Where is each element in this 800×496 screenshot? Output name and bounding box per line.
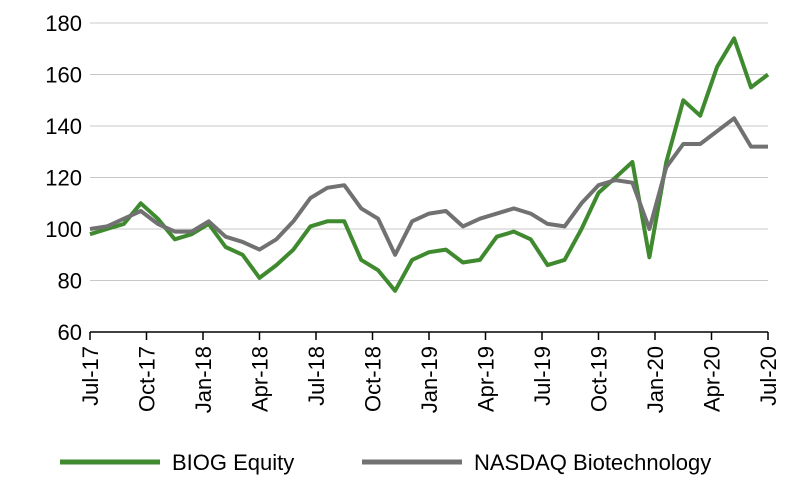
y-tick-label: 180 [45, 11, 82, 36]
series-line-nasdaq-biotechnology [89, 116, 768, 257]
x-tick-label: Oct-19 [587, 346, 612, 412]
y-tick-label: 160 [45, 63, 82, 88]
x-tick-label: Apr-18 [248, 346, 273, 412]
y-tick-label: 100 [45, 217, 82, 242]
x-tick-label: Jan-19 [417, 346, 442, 413]
y-tick-label: 120 [45, 166, 82, 191]
x-tick-label: Jan-20 [643, 346, 668, 413]
y-tick-label: 80 [58, 269, 82, 294]
x-tick-label: Jan-18 [191, 346, 216, 413]
gridlines [90, 22, 768, 281]
x-tick-label: Jul-19 [530, 346, 555, 406]
x-tick-label: Jul-20 [756, 346, 781, 406]
axes: 60 80 100 120 140 160 180 Jul-17 Oct-17 Jan-18 Apr… [45, 11, 781, 413]
x-tick-label: Jul-17 [78, 346, 103, 406]
x-tick-label: Apr-20 [700, 346, 725, 412]
y-tick-label: 60 [58, 320, 82, 345]
legend-label: NASDAQ Biotechnology [474, 450, 711, 475]
legend-label: BIOG Equity [172, 450, 294, 475]
y-tick-label: 140 [45, 114, 82, 139]
series-lines [89, 36, 770, 293]
x-tick-label: Apr-19 [474, 346, 499, 412]
legend: BIOG Equity NASDAQ Biotechnology [60, 450, 711, 475]
x-tick-label: Oct-17 [135, 346, 160, 412]
x-tick-label: Oct-18 [361, 346, 386, 412]
x-tick-label: Jul-18 [304, 346, 329, 406]
series-line-biog-equity [89, 36, 770, 293]
